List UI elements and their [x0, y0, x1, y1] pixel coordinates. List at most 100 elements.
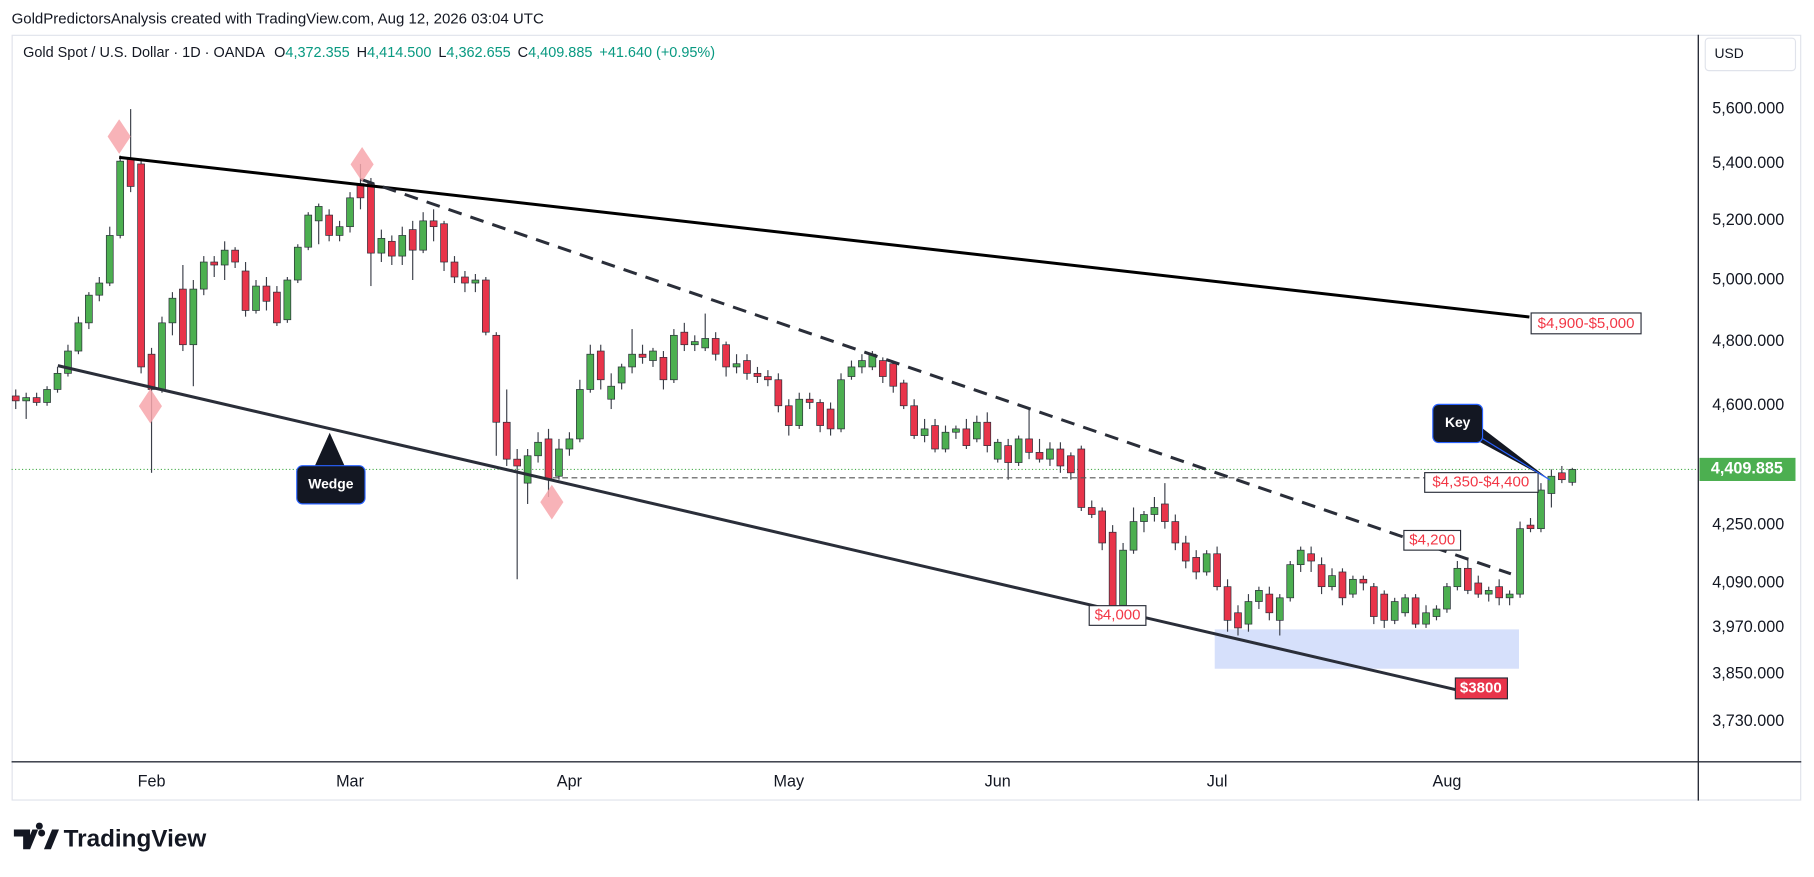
x-tick-label: Jun [985, 772, 1011, 790]
candle-body [607, 385, 616, 400]
candle-body [1161, 503, 1169, 522]
candle-body [105, 235, 114, 284]
candle-body [1422, 612, 1430, 625]
candle-body [32, 397, 41, 403]
candle-body [1401, 597, 1409, 614]
candle-body [1192, 557, 1201, 573]
candle-body [1140, 514, 1148, 522]
currency[interactable]: USD [1715, 45, 1744, 61]
candle-body [231, 249, 239, 263]
candle-body [576, 389, 584, 440]
callout-text: Key [1445, 414, 1471, 430]
ohlc-value: 4,409.885 [528, 45, 592, 61]
callout-pointer [1466, 423, 1551, 481]
chart-frame [11, 34, 1802, 801]
candle-body [586, 353, 595, 390]
candle-body [1369, 586, 1378, 617]
candle-body [53, 372, 62, 390]
candle-body [1014, 438, 1023, 463]
candle-body [659, 357, 668, 381]
candle-body [722, 344, 730, 368]
candle-body [85, 294, 93, 324]
y-tick-label: 5,600.000 [1712, 99, 1784, 117]
candle-body [43, 389, 51, 403]
candle-body [1119, 549, 1127, 606]
x-tick-label: Aug [1433, 772, 1462, 790]
candle-body [690, 341, 699, 346]
candle-body [262, 285, 271, 302]
ohlc-value: 4,372.355 [285, 45, 349, 61]
callout-pointer [314, 432, 345, 467]
ohlc-value: 4,414.500 [367, 45, 431, 61]
candle-body [293, 246, 302, 281]
y-tick-label: 4,250.000 [1712, 515, 1784, 533]
y-tick-label: 4,800.000 [1712, 332, 1784, 350]
candle-body [847, 366, 856, 377]
candle-body [837, 379, 845, 430]
candle-body [1526, 524, 1535, 530]
callout [296, 465, 366, 505]
candle-body [1317, 564, 1326, 588]
candle-body [993, 441, 1002, 460]
candle-body [617, 366, 626, 384]
candle-body [273, 291, 281, 324]
candle-body [952, 428, 960, 433]
candle-body [325, 214, 333, 236]
candle-body [565, 438, 574, 450]
annotation: $4,200 [1409, 531, 1455, 548]
candle-body [1474, 582, 1483, 595]
candle-body [11, 395, 20, 402]
candle-body [555, 448, 563, 477]
candle-body [1129, 521, 1138, 551]
candle-body [502, 421, 511, 460]
candle-body [1234, 612, 1242, 629]
candle-body [168, 297, 177, 324]
candle-body [1307, 553, 1315, 562]
change: +41.640 (+0.95%) [599, 45, 715, 61]
candle-body [596, 350, 605, 381]
support-zone [1214, 629, 1519, 669]
label-box [1454, 677, 1509, 700]
candle-body [795, 398, 804, 426]
label-box [1530, 312, 1642, 335]
candle-body [878, 360, 887, 377]
candle-body [440, 223, 448, 263]
candle-body [899, 382, 908, 407]
dashed-trendline [360, 177, 1512, 576]
ohlc-key: C [518, 45, 528, 61]
candle-body [367, 183, 375, 254]
y-tick-label: 3,730.000 [1712, 712, 1784, 730]
candle-body [1275, 597, 1284, 621]
symbol-legend: Gold Spot / U.S. Dollar · 1D · OANDA O4,3… [23, 45, 715, 61]
logo-mark [13, 822, 43, 850]
candle-body [910, 405, 918, 436]
candle-body [941, 431, 950, 450]
marker [138, 388, 162, 424]
candle-body [1046, 448, 1054, 460]
lower-trendline [57, 364, 1456, 692]
candle-body [304, 214, 313, 248]
candle-body [1035, 452, 1044, 460]
candle-body [680, 331, 689, 346]
candle-body [805, 398, 814, 403]
candle-body [732, 363, 741, 368]
candle-body [199, 261, 208, 290]
candle-body [1547, 475, 1556, 494]
candle-body [346, 197, 354, 228]
candle-body [398, 235, 407, 257]
ohlc-key: H [357, 45, 367, 61]
x-tick-label: Feb [138, 772, 166, 790]
candle-body [931, 425, 939, 450]
candle-body [523, 455, 532, 484]
candle-body [74, 322, 83, 352]
candle-body [1004, 445, 1012, 463]
currency-button[interactable] [1704, 37, 1797, 72]
annotation: $4,350-$4,400 [1432, 473, 1529, 490]
candle-body [816, 402, 824, 426]
candle-body [1286, 564, 1295, 599]
candle-body [241, 270, 250, 311]
annotation: $3800 [1460, 679, 1502, 696]
candle-body [95, 282, 104, 296]
